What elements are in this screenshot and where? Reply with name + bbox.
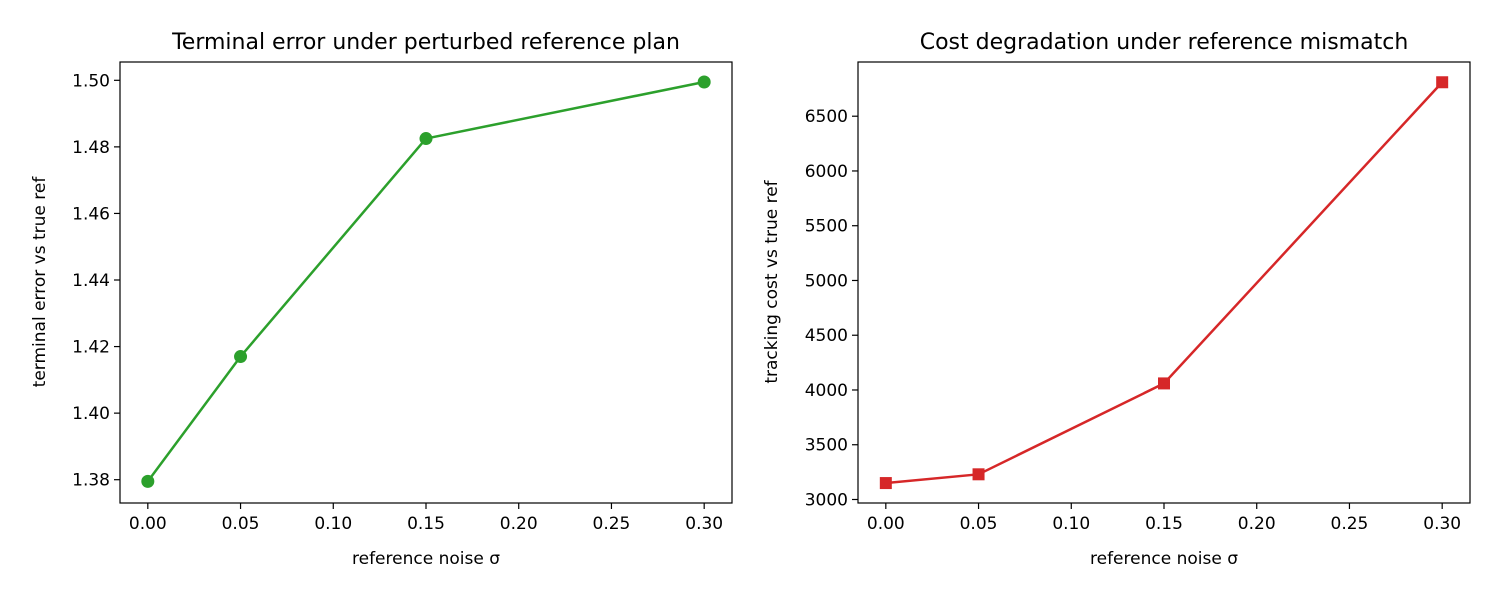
right-chart-data-point <box>972 468 985 481</box>
left-chart-ytick-label: 1.44 <box>72 271 110 291</box>
right-chart-ytick-label: 3500 <box>805 436 848 456</box>
right-chart-ylabel: tracking cost vs true ref <box>762 179 782 383</box>
right-chart-data-point <box>879 477 892 490</box>
left-chart-xtick-label: 0.05 <box>222 514 260 534</box>
right-chart-xtick-label: 0.20 <box>1238 514 1276 534</box>
left-chart-xtick-label: 0.20 <box>500 514 538 534</box>
left-chart-ytick-label: 1.48 <box>72 138 110 158</box>
right-chart-xlabel: reference noise σ <box>1090 549 1238 569</box>
right-chart-plot-frame <box>857 61 1471 504</box>
left-chart-xtick-label: 0.10 <box>314 514 352 534</box>
left-chart-data-point <box>234 350 248 364</box>
right-chart-xtick-label: 0.25 <box>1331 514 1369 534</box>
right-chart-xtick-label: 0.30 <box>1423 514 1461 534</box>
left-chart-data-point <box>141 474 155 488</box>
left-chart-xlabel: reference noise σ <box>352 549 500 569</box>
right-chart-series-line <box>885 81 1444 485</box>
right-chart-xtick-label: 0.15 <box>1145 514 1183 534</box>
left-chart-ytick-label: 1.50 <box>72 71 110 91</box>
left-chart-data-point <box>419 132 433 146</box>
right-chart-ytick-label: 6000 <box>805 162 848 182</box>
left-chart-data-point <box>697 75 711 89</box>
left-chart-xtick-label: 0.00 <box>129 514 167 534</box>
right-chart-ytick-label: 4500 <box>805 326 848 346</box>
right-chart-xtick-label: 0.00 <box>867 514 905 534</box>
left-chart-ylabel: terminal error vs true ref <box>30 176 50 388</box>
left-chart-xtick-label: 0.15 <box>407 514 445 534</box>
left-chart-xtick-label: 0.30 <box>685 514 723 534</box>
left-chart-title: Terminal error under perturbed reference… <box>171 30 680 55</box>
right-chart-data-point <box>1436 76 1449 89</box>
left-chart-panel: Terminal error under perturbed reference… <box>30 30 733 569</box>
right-chart-ytick-label: 6500 <box>805 107 848 127</box>
right-chart-xtick-label: 0.05 <box>960 514 998 534</box>
right-chart-ytick-label: 5000 <box>805 271 848 291</box>
left-chart-ytick-label: 1.42 <box>72 338 110 358</box>
left-chart-ytick-label: 1.46 <box>72 204 110 224</box>
right-chart-ytick-label: 5500 <box>805 217 848 237</box>
right-chart-title: Cost degradation under reference mismatc… <box>920 30 1409 55</box>
left-chart-plot-frame <box>119 61 733 504</box>
left-chart-series-line <box>146 80 705 483</box>
left-chart-xtick-label: 0.25 <box>593 514 631 534</box>
right-chart-ytick-label: 4000 <box>805 381 848 401</box>
right-chart-xtick-label: 0.10 <box>1052 514 1090 534</box>
right-chart-panel: Cost degradation under reference mismatc… <box>762 30 1471 569</box>
left-chart-ytick-label: 1.38 <box>72 471 110 491</box>
right-chart-ytick-label: 3000 <box>805 490 848 510</box>
right-chart-data-point <box>1158 377 1170 390</box>
left-chart-ytick-label: 1.40 <box>72 404 110 424</box>
